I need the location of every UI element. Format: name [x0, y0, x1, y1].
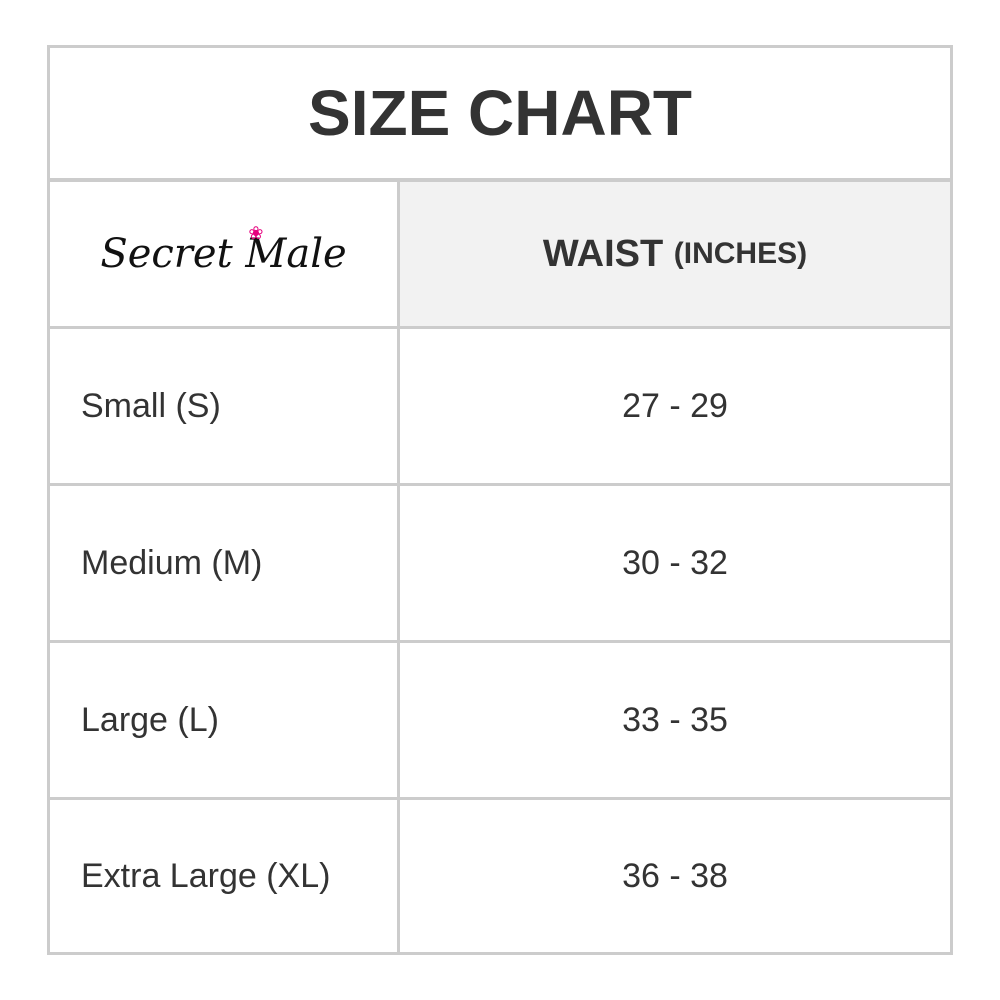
bow-icon: ❀: [248, 223, 264, 244]
table-row: Medium (M) 30 - 32: [50, 486, 950, 643]
table-row: Small (S) 27 - 29: [50, 329, 950, 486]
waist-value: 27 - 29: [622, 386, 728, 425]
size-label: Extra Large (XL): [50, 800, 400, 952]
table-row: Extra Large (XL) 36 - 38: [50, 800, 950, 952]
chart-title: SIZE CHART: [50, 48, 950, 182]
waist-value: 33 - 35: [622, 700, 728, 739]
size-label: Medium (M): [50, 486, 400, 640]
size-chart-table: SIZE CHART Secret Male ❀ WAIST (INCHES) S…: [47, 45, 953, 955]
waist-value: 36 - 38: [622, 856, 728, 895]
table-row: Large (L) 33 - 35: [50, 643, 950, 800]
unit-label: (INCHES): [673, 237, 808, 270]
brand-logo-cell: Secret Male ❀: [50, 182, 400, 326]
header-row: Secret Male ❀ WAIST (INCHES): [50, 182, 950, 329]
waist-header: WAIST (INCHES): [400, 182, 950, 326]
waist-label: WAIST: [542, 232, 664, 275]
size-label: Small (S): [50, 329, 400, 483]
brand-logo: Secret Male ❀: [100, 223, 347, 277]
size-label: Large (L): [50, 643, 400, 797]
waist-value: 30 - 32: [622, 543, 728, 582]
